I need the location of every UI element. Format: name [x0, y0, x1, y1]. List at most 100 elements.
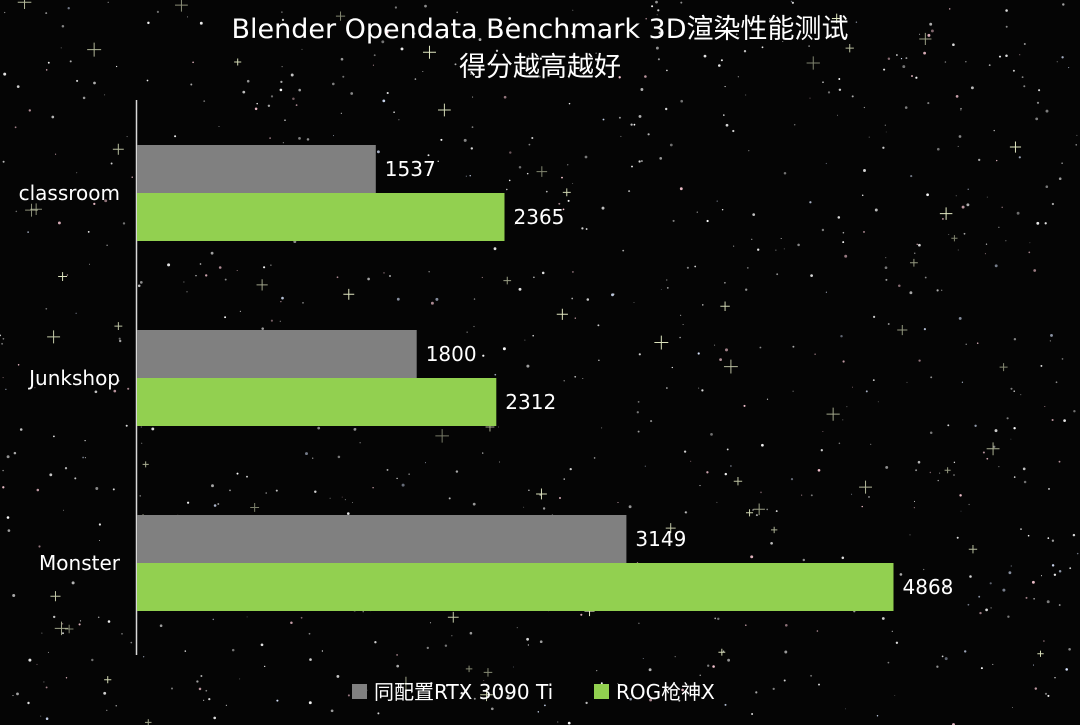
- star-dot: [669, 143, 673, 147]
- star-dot: [895, 54, 898, 56]
- star-dot: [45, 686, 48, 689]
- star-dot: [498, 426, 499, 428]
- category-label: Monster: [39, 551, 121, 575]
- star-dot: [790, 478, 794, 481]
- star-dot: [284, 119, 286, 122]
- data-label: 1800: [426, 342, 477, 366]
- star-dot: [699, 485, 701, 487]
- star-dot: [472, 502, 476, 506]
- star-dot: [1050, 333, 1053, 337]
- star-dot: [456, 11, 459, 14]
- star-dot: [1056, 61, 1058, 63]
- star-dot: [300, 616, 303, 619]
- star-dot: [923, 328, 926, 331]
- star-dot: [103, 691, 107, 695]
- star-dot: [851, 493, 853, 495]
- star-dot: [490, 707, 494, 711]
- star-dot: [333, 135, 334, 137]
- star-dot: [948, 8, 951, 10]
- star-dot: [957, 145, 959, 147]
- star-dot: [838, 78, 841, 80]
- star-dot: [270, 319, 273, 322]
- star-sparkle: [770, 526, 778, 534]
- star-dot: [791, 1, 794, 4]
- star-dot: [472, 96, 474, 98]
- star-dot: [503, 95, 507, 99]
- star-dot: [944, 61, 947, 63]
- star-dot: [842, 360, 845, 363]
- star-dot: [1051, 202, 1055, 206]
- star-dot: [837, 216, 841, 219]
- star-dot: [980, 667, 983, 670]
- star-dot: [465, 175, 467, 177]
- star-dot: [346, 512, 350, 515]
- star-sparkle: [64, 624, 74, 634]
- bar-rtx-3090-ti: [137, 145, 376, 193]
- star-dot: [71, 581, 75, 585]
- star-dot: [1035, 117, 1039, 121]
- star-dot: [580, 613, 583, 616]
- star-dot: [698, 387, 700, 389]
- star-dot: [720, 59, 723, 62]
- star-dot: [437, 160, 439, 162]
- star-dot: [963, 650, 967, 653]
- star-dot: [28, 109, 31, 112]
- star-dot: [265, 492, 268, 494]
- star-dot: [1010, 565, 1012, 567]
- legend-label: 同配置RTX 3090 Ti: [374, 680, 553, 704]
- star-dot: [7, 529, 11, 532]
- star-dot: [1065, 668, 1068, 671]
- star-dot: [229, 489, 231, 492]
- star-dot: [899, 573, 903, 576]
- star-dot: [571, 32, 575, 35]
- star-dot: [528, 143, 531, 146]
- category-label: classroom: [19, 181, 120, 205]
- star-dot: [45, 69, 48, 71]
- star-dot: [47, 61, 50, 64]
- star-dot: [1023, 480, 1027, 484]
- star-dot: [280, 301, 282, 303]
- star-dot: [1005, 25, 1008, 28]
- star-dot: [1048, 487, 1050, 490]
- star-dot: [726, 448, 729, 451]
- star-dot: [558, 202, 561, 205]
- star-dot: [533, 276, 535, 279]
- star-dot: [735, 33, 738, 36]
- star-dot: [1055, 381, 1058, 384]
- star-dot: [978, 158, 981, 162]
- star-sparkle: [503, 276, 512, 285]
- star-dot: [775, 249, 777, 251]
- star-dot: [637, 430, 640, 433]
- star-dot: [267, 104, 271, 108]
- star-dot: [628, 190, 631, 193]
- star-dot: [1023, 85, 1026, 88]
- star-dot: [186, 501, 190, 504]
- star-dot: [825, 291, 827, 293]
- star-dot: [1058, 460, 1061, 463]
- star-dot: [1005, 54, 1008, 57]
- legend-label: ROG枪神X: [616, 680, 715, 704]
- star-dot: [151, 427, 155, 431]
- star-dot: [684, 511, 687, 514]
- star-dot: [1010, 438, 1012, 440]
- star-dot: [970, 86, 974, 90]
- star-dot: [770, 541, 773, 545]
- star-dot: [119, 339, 122, 343]
- star-dot: [212, 618, 215, 621]
- star-dot: [909, 534, 911, 536]
- star-dot: [712, 665, 715, 668]
- star-dot: [414, 78, 417, 80]
- star-dot: [1013, 390, 1015, 392]
- star-dot: [976, 342, 979, 344]
- star-dot: [107, 1, 109, 3]
- star-dot: [816, 630, 819, 632]
- star-dot: [960, 510, 962, 512]
- star-dot: [386, 468, 389, 471]
- star-dot: [870, 443, 872, 445]
- star-dot: [430, 682, 433, 685]
- star-dot: [905, 57, 908, 60]
- star-dot: [636, 411, 639, 414]
- star-dot: [1005, 240, 1007, 242]
- star-dot: [106, 244, 108, 246]
- star-dot: [239, 310, 242, 313]
